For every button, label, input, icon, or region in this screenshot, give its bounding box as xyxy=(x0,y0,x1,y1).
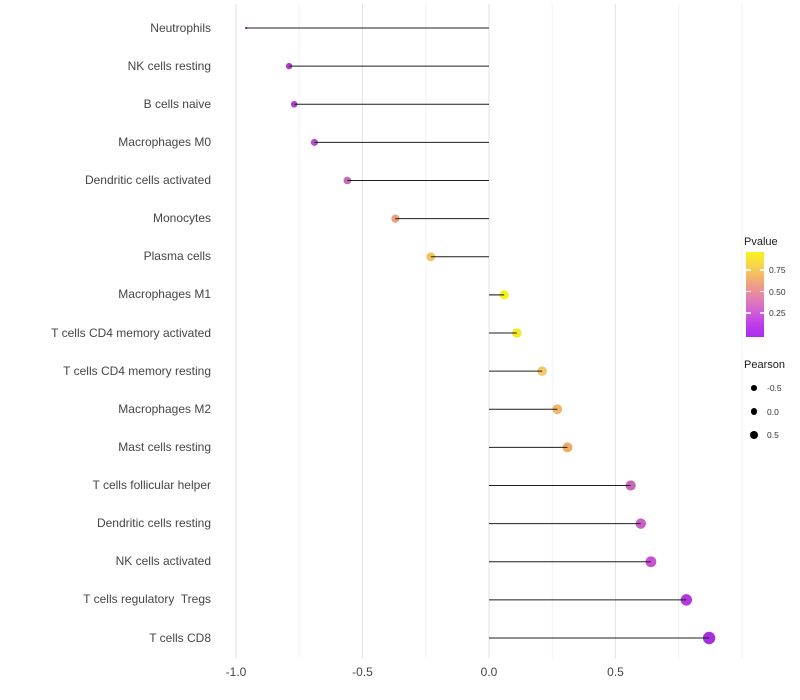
y-axis-label: NK cells resting xyxy=(127,58,211,73)
y-axis-label: Mast cells resting xyxy=(118,439,211,454)
colorbar-tick-mark xyxy=(746,290,751,293)
pearson-size-label: -0.5 xyxy=(767,383,782,393)
y-axis-label: T cells CD4 memory resting xyxy=(63,363,211,378)
x-axis-tick-label: 0.0 xyxy=(480,665,498,679)
pearson-size-label: 0.0 xyxy=(767,406,779,417)
colorbar-tick-mark xyxy=(746,312,751,314)
colorbar-tick-label: 0.50 xyxy=(769,286,786,297)
y-axis-label: Macrophages M0 xyxy=(118,134,211,149)
pearson-size-label: 0.5 xyxy=(767,430,779,440)
colorbar-tick-label: 0.75 xyxy=(769,265,786,275)
x-axis-tick-label: 0.5 xyxy=(607,665,624,679)
colorbar-tick-mark xyxy=(759,269,764,271)
colorbar-tick-mark xyxy=(759,312,764,314)
y-axis-label: Macrophages M2 xyxy=(118,401,211,416)
y-axis-label: NK cells activated xyxy=(115,554,211,569)
y-axis-label: Dendritic cells resting xyxy=(96,516,211,531)
y-axis-label: Macrophages M1 xyxy=(118,287,211,302)
x-axis-tick-label: -1.0 xyxy=(225,665,247,679)
pearson-size-dot xyxy=(749,430,759,440)
y-axis-label: Monocytes xyxy=(152,211,211,226)
y-axis-label: T cells CD8 xyxy=(149,630,211,645)
lollipop-dot xyxy=(625,480,636,491)
pvalue-colorbar xyxy=(746,252,764,337)
colorbar-tick-label: 0.25 xyxy=(769,308,786,318)
y-axis-label: Dendritic cells activated xyxy=(84,173,211,187)
colorbar-tick-mark xyxy=(759,290,764,293)
y-axis-label: T cells regulatory Tregs xyxy=(83,592,211,607)
y-axis-label: B cells naive xyxy=(143,96,211,111)
y-axis-label: T cells follicular helper xyxy=(92,478,212,492)
colorbar-tick-mark xyxy=(746,269,751,271)
y-axis-label: Neutrophils xyxy=(150,20,211,35)
pearson-size-dot xyxy=(751,385,757,391)
x-axis-tick-label: -0.5 xyxy=(352,665,373,679)
y-axis-label: T cells CD4 memory activated xyxy=(51,325,211,340)
pearson-legend-title: Pearson xyxy=(744,359,785,371)
pearson-size-dot xyxy=(750,408,758,415)
y-axis-label: Plasma cells xyxy=(143,249,211,264)
pvalue-legend-title: Pvalue xyxy=(744,236,778,248)
